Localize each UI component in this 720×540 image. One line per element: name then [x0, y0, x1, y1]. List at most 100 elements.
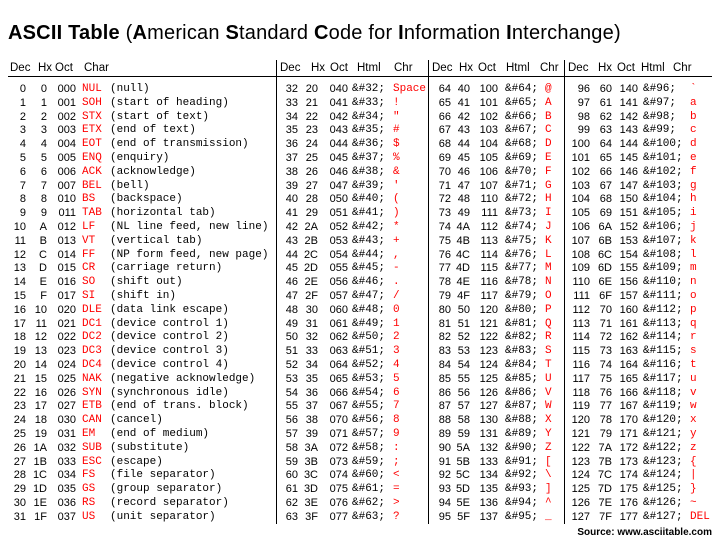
table-row: 126 7E 176 &#126; ~ — [0, 496, 720, 510]
oct-cell: 055 — [329, 262, 348, 275]
table-row: 86 56 126 &#86; V — [0, 386, 720, 400]
html-cell: &#41; — [352, 207, 386, 220]
hex-cell: 31 — [305, 317, 318, 330]
html-cell: &#88; — [505, 414, 539, 427]
oct-cell: 125 — [479, 372, 498, 385]
oct-cell: 030 — [57, 414, 76, 427]
chr-cell: T — [545, 359, 552, 371]
dec-cell: 52 — [285, 359, 298, 371]
oct-cell: 121 — [479, 317, 498, 330]
dec-cell: 35 — [285, 124, 298, 137]
dec-cell: 99 — [577, 124, 590, 137]
oct-cell: 061 — [329, 317, 348, 330]
table-row: 19 13 023 DC3 (device control 3) — [0, 344, 276, 358]
char-cell: DC1 — [82, 317, 102, 330]
table-row: 48 30 060 &#48; 0 — [0, 303, 720, 317]
oct-cell: 024 — [57, 359, 76, 371]
chr-cell: # — [393, 124, 400, 137]
oct-cell: 115 — [480, 262, 498, 275]
hex-cell: 21 — [305, 96, 318, 109]
dec-cell: 100 — [571, 138, 590, 151]
table-row: 80 50 120 &#80; P — [0, 303, 720, 317]
description-cell: (carriage return) — [110, 262, 223, 275]
table-row: 51 33 063 &#51; 3 — [0, 344, 720, 358]
hex-cell: 1C — [32, 469, 47, 482]
description-cell: (cancel) — [110, 414, 163, 427]
char-cell: NUL — [82, 83, 102, 95]
description-cell: (shift in) — [110, 290, 177, 302]
title-initial: S — [225, 22, 239, 44]
oct-cell: 004 — [57, 138, 76, 151]
dec-cell: 101 — [571, 152, 590, 164]
char-cell: BEL — [82, 179, 102, 192]
description-cell: (unit separator) — [110, 510, 216, 523]
dec-cell: 104 — [571, 193, 590, 206]
char-cell: EOT — [82, 138, 102, 151]
hex-cell: 47 — [457, 179, 470, 192]
hex-cell: E — [39, 276, 47, 289]
table-row: 0 0 000 NUL (null) — [0, 82, 276, 96]
source-credit: Source: www.asciitable.com — [577, 527, 712, 538]
table-row: 22 16 026 SYN (synchronous idle) — [0, 386, 276, 400]
chr-cell: j — [690, 221, 697, 233]
oct-cell: 136 — [479, 497, 498, 509]
oct-cell: 133 — [479, 455, 498, 468]
dec-cell: 66 — [438, 110, 451, 123]
dec-cell: 114 — [572, 331, 590, 344]
chr-cell: G — [545, 179, 552, 192]
char-cell: GS — [82, 483, 96, 496]
oct-cell: 173 — [619, 455, 638, 468]
description-cell: (bell) — [110, 179, 150, 192]
chr-cell: 9 — [393, 428, 400, 440]
html-cell: &#115; — [643, 345, 683, 358]
table-row: 93 5D 135 &#93;] — [0, 482, 720, 496]
oct-cell: 146 — [619, 165, 638, 178]
table-row: 120 78 170 &#120; x — [0, 413, 720, 427]
chr-cell: Space — [393, 83, 427, 95]
hex-cell: 61 — [599, 96, 612, 109]
table-row: 113 71 161 &#113; q — [0, 317, 720, 331]
chr-cell: 4 — [393, 359, 400, 371]
table-row: 63 3F 077 &#63;? — [0, 510, 720, 524]
oct-cell: 144 — [619, 138, 638, 151]
chr-cell: I — [545, 207, 552, 220]
dec-cell: 19 — [13, 345, 26, 358]
table-row: 37 25 045 &#37;% — [0, 151, 720, 165]
dec-cell: 37 — [285, 152, 298, 164]
dec-cell: 83 — [438, 345, 451, 358]
chr-cell: - — [393, 262, 400, 275]
table-row: 3 3 003 ETX (end of text) — [0, 123, 276, 137]
table-row: 97 61 141 &#97; a — [0, 96, 720, 110]
oct-cell: 141 — [619, 96, 638, 109]
table-row: 28 1C 034 FS (file separator) — [0, 468, 276, 482]
dec-cell: 91 — [438, 455, 451, 468]
hex-cell: 5 — [40, 152, 47, 164]
html-cell: &#87; — [505, 400, 539, 413]
hex-cell: 69 — [599, 207, 612, 220]
hex-cell: 37 — [305, 400, 318, 413]
hex-cell: 68 — [599, 193, 612, 206]
chr-cell: 6 — [393, 386, 400, 399]
oct-cell: 027 — [57, 400, 76, 413]
oct-cell: 166 — [619, 386, 638, 399]
hex-cell: 64 — [599, 138, 612, 151]
chr-cell: ) — [393, 207, 400, 220]
chr-cell: x — [690, 414, 697, 427]
hex-cell: A — [39, 221, 47, 233]
oct-cell: 062 — [329, 331, 348, 344]
char-cell: ACK — [82, 165, 102, 178]
title-initial: I — [506, 22, 512, 44]
oct-cell: 034 — [57, 469, 76, 482]
hex-cell: 30 — [305, 303, 318, 316]
oct-cell: 046 — [329, 165, 348, 178]
table-row: 118 76 166 &#118; v — [0, 386, 720, 400]
hex-cell: 53 — [457, 345, 470, 358]
chr-cell: " — [393, 110, 400, 123]
chr-cell: @ — [545, 83, 552, 95]
table-row: 44 2C 054 &#44;, — [0, 248, 720, 262]
oct-cell: 161 — [619, 317, 638, 330]
hex-cell: 35 — [305, 372, 318, 385]
table-row: 114 72 162 &#114; r — [0, 330, 720, 344]
html-cell: &#102; — [643, 165, 683, 178]
dec-cell: 64 — [438, 83, 451, 95]
